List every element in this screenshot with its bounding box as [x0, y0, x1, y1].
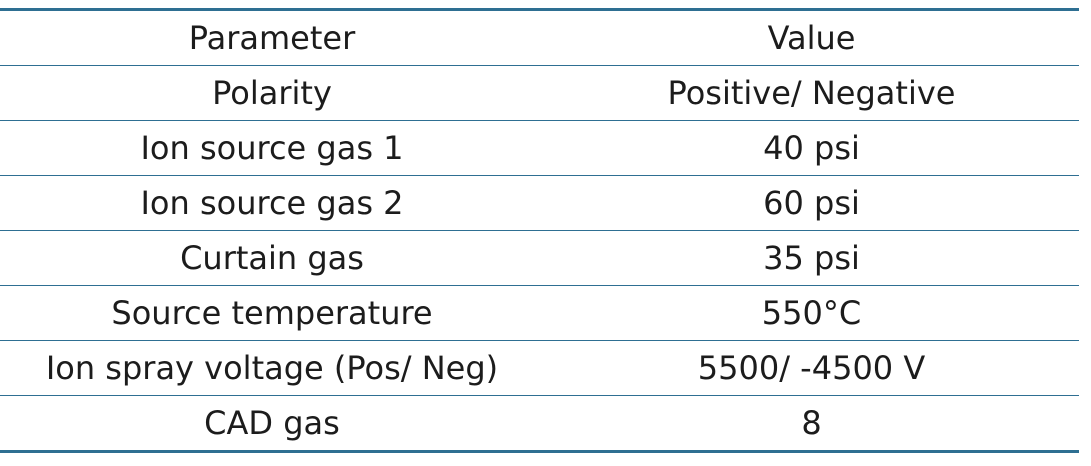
parameter-cell: Curtain gas: [0, 230, 544, 286]
value-cell: 40 psi: [544, 120, 1079, 176]
parameter-table-container: Parameter Value Polarity Positive/ Negat…: [0, 8, 1079, 453]
table-row: Ion source gas 1 40 psi: [0, 120, 1079, 176]
table-row: Polarity Positive/ Negative: [0, 65, 1079, 121]
parameter-cell: Ion source gas 2: [0, 175, 544, 231]
value-cell: 35 psi: [544, 230, 1079, 286]
parameter-cell: Source temperature: [0, 285, 544, 341]
header-parameter: Parameter: [0, 8, 544, 66]
value-cell: 5500/ -4500 V: [544, 340, 1079, 396]
table-row: Source temperature 550°C: [0, 285, 1079, 341]
value-cell: 60 psi: [544, 175, 1079, 231]
value-cell: 550°C: [544, 285, 1079, 341]
table-row: Ion spray voltage (Pos/ Neg) 5500/ -4500…: [0, 340, 1079, 396]
table-header-row: Parameter Value: [0, 8, 1079, 66]
parameter-cell: Polarity: [0, 65, 544, 121]
table-row: Ion source gas 2 60 psi: [0, 175, 1079, 231]
header-value: Value: [544, 8, 1079, 66]
value-cell: 8: [544, 395, 1079, 453]
table-row: CAD gas 8: [0, 395, 1079, 453]
table-row: Curtain gas 35 psi: [0, 230, 1079, 286]
parameter-cell: CAD gas: [0, 395, 544, 453]
parameter-table: Parameter Value Polarity Positive/ Negat…: [0, 8, 1079, 453]
value-cell: Positive/ Negative: [544, 65, 1079, 121]
parameter-cell: Ion source gas 1: [0, 120, 544, 176]
parameter-cell: Ion spray voltage (Pos/ Neg): [0, 340, 544, 396]
